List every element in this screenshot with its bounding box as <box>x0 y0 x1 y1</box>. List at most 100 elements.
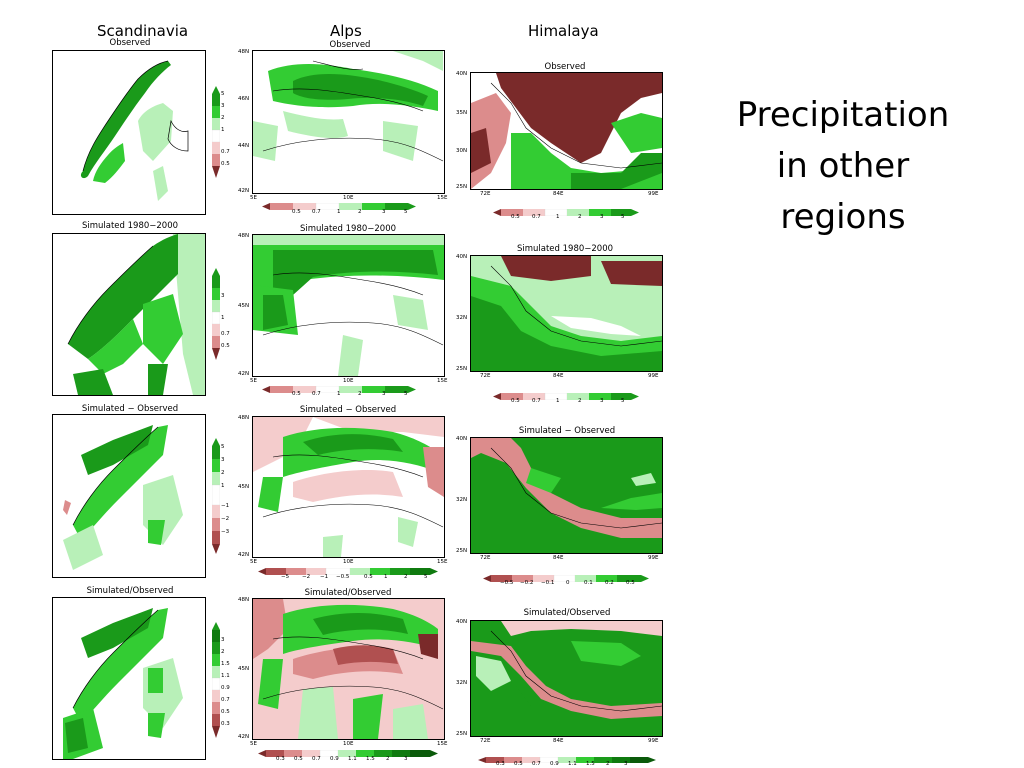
hima-r1-lon-9: 99E <box>648 191 659 197</box>
hima-r3-lat-0: 40N <box>456 436 468 442</box>
scand-cb3-label-5: −2 <box>221 516 230 522</box>
alps-r2-lat-6: 45N <box>238 303 250 309</box>
hima-r3-lat-15: 25N <box>456 548 468 554</box>
alps-cb4-label-1: 0.5 <box>294 756 303 762</box>
hima-r2-lat-8: 32N <box>456 315 468 321</box>
alps-r2-lat-0: 48N <box>238 233 250 239</box>
alps-r4-lon-5: 10E <box>343 741 354 747</box>
scand-cb1-label-2: 2 <box>221 115 225 121</box>
scand-row3-subtitle: Simulated − Observed <box>81 404 179 414</box>
scand-row1-subtitle: Observed <box>109 38 151 48</box>
alps-r3-lat-12: 42N <box>238 552 250 558</box>
hima-cb1-label-5: 5 <box>621 214 625 220</box>
hima-cb4-label-1: 0.5 <box>514 761 523 767</box>
hima-cb4-label-2: 0.7 <box>532 761 541 767</box>
hima-cb4-label-6: 2 <box>606 761 610 767</box>
hima-r2-lon-9: 99E <box>648 373 659 379</box>
hima-colorbar-2 <box>493 393 639 400</box>
hima-row4-subtitle: Simulated/Observed <box>523 608 611 618</box>
alps-r3-lon-0: 5E <box>250 559 257 565</box>
scand-colorbar-4 <box>212 622 220 738</box>
hima-cb3-label-4: 0.1 <box>584 580 593 586</box>
scand-cb1-label-4: 0.7 <box>221 149 230 155</box>
scand-cb4-label-6: 0.5 <box>221 709 230 715</box>
hima-r3-lon-4: 84E <box>553 555 564 561</box>
scand-cb2-label-2: 0.7 <box>221 331 230 337</box>
alps-map-difference <box>252 416 445 558</box>
hima-cb2-label-1: 0.7 <box>532 398 541 404</box>
alps-cb4-label-6: 2 <box>386 756 390 762</box>
alps-cb1-label-2: 1 <box>337 209 341 215</box>
hima-r1-lon-4: 84E <box>553 191 564 197</box>
alps-r1-lat-12: 42N <box>238 188 250 194</box>
hima-colorbar-3 <box>483 575 649 582</box>
scand-cb3-label-2: 2 <box>221 470 225 476</box>
slide-title-line-2: in other <box>776 146 910 186</box>
hima-cb3-label-2: −0.1 <box>541 580 555 586</box>
alps-cb1-label-0: 0.5 <box>292 209 301 215</box>
hima-colorbar-4 <box>478 757 656 763</box>
hima-cb3-label-1: −0.2 <box>520 580 534 586</box>
alps-r4-lon-10: 15E <box>437 741 448 747</box>
alps-r1-lat-0: 48N <box>238 49 250 55</box>
alps-r3-lat-0: 48N <box>238 415 250 421</box>
scand-cb1-label-1: 3 <box>221 103 225 109</box>
alps-cb4-label-5: 1.5 <box>366 756 375 762</box>
alps-r1-lon-10: 15E <box>437 195 448 201</box>
hima-r1-lat-15: 25N <box>456 184 468 190</box>
alps-colorbar-3 <box>258 568 438 575</box>
hima-map-observed <box>470 72 663 190</box>
scand-cb4-label-3: 1.1 <box>221 673 230 679</box>
alps-cb3-label-3: −0.5 <box>336 574 350 580</box>
alps-r2-lat-12: 42N <box>238 371 250 377</box>
alps-row4-subtitle: Simulated/Observed <box>304 588 392 598</box>
hima-cb4-label-0: 0.3 <box>496 761 505 767</box>
alps-r1-lat-8: 44N <box>238 143 250 149</box>
scand-cb3-label-3: 1 <box>221 483 225 489</box>
alps-row3-subtitle: Simulated − Observed <box>299 405 397 415</box>
hima-r3-lat-8: 32N <box>456 497 468 503</box>
alps-cb4-label-7: 3 <box>404 756 408 762</box>
hima-cb1-label-4: 3 <box>600 214 604 220</box>
hima-r4-lat-15: 25N <box>456 731 468 737</box>
hima-cb3-label-3: 0 <box>566 580 570 586</box>
hima-r4-lat-8: 32N <box>456 680 468 686</box>
alps-cb2-label-3: 2 <box>358 391 362 397</box>
slide-title: Precipitation in other regions <box>718 90 968 243</box>
alps-cb2-label-5: 5 <box>404 391 408 397</box>
alps-cb3-label-2: −1 <box>320 574 329 580</box>
column-title-alps: Alps <box>330 22 362 40</box>
alps-cb1-label-3: 2 <box>358 209 362 215</box>
scand-colorbar-3 <box>212 438 220 554</box>
hima-r1-lon-0: 72E <box>480 191 491 197</box>
hima-r3-lon-9: 99E <box>648 555 659 561</box>
hima-r2-lon-4: 84E <box>553 373 564 379</box>
hima-cb2-label-3: 2 <box>578 398 582 404</box>
alps-row2-subtitle: Simulated 1980−2000 <box>299 224 397 234</box>
scand-row2-subtitle: Simulated 1980−2000 <box>81 221 179 231</box>
scand-cb3-label-0: 5 <box>221 444 225 450</box>
scand-row4-subtitle: Simulated/Observed <box>86 586 174 596</box>
scand-map-ratio <box>52 597 206 760</box>
alps-map-ratio <box>252 598 445 740</box>
alps-r1-lat-4: 46N <box>238 96 250 102</box>
scand-cb4-label-5: 0.7 <box>221 697 230 703</box>
alps-cb2-label-1: 0.7 <box>312 391 321 397</box>
hima-map-ratio <box>470 620 663 737</box>
alps-cb3-label-7: 5 <box>424 574 428 580</box>
alps-cb4-label-4: 1.1 <box>348 756 357 762</box>
hima-cb1-label-1: 0.7 <box>532 214 541 220</box>
hima-cb2-label-5: 5 <box>621 398 625 404</box>
hima-cb2-label-4: 3 <box>600 398 604 404</box>
alps-cb2-label-2: 1 <box>337 391 341 397</box>
alps-r4-lat-6: 45N <box>238 666 250 672</box>
hima-cb4-label-3: 0.9 <box>550 761 559 767</box>
hima-cb2-label-2: 1 <box>556 398 560 404</box>
alps-cb1-label-1: 0.7 <box>312 209 321 215</box>
scand-cb3-label-1: 3 <box>221 457 225 463</box>
alps-map-simulated <box>252 234 445 377</box>
hima-cb4-label-4: 1.1 <box>568 761 577 767</box>
hima-r4-lon-4: 84E <box>553 738 564 744</box>
hima-r3-lon-0: 72E <box>480 555 491 561</box>
slide-title-line-3: regions <box>780 197 906 237</box>
